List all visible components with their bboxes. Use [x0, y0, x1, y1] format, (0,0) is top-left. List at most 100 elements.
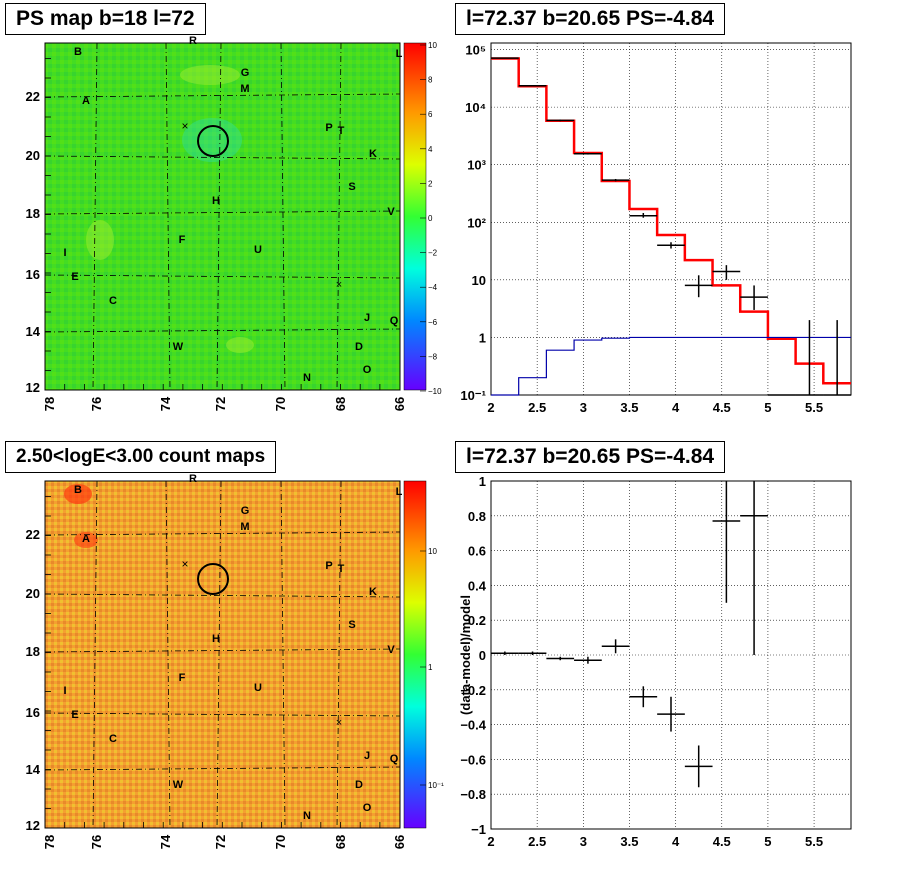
- grid-line-parallel: [44, 328, 401, 333]
- y-tick-label: 12: [26, 818, 40, 833]
- grid-line-meridian: [280, 480, 286, 829]
- source-label-e: E: [71, 709, 78, 721]
- ps-map-hotspot: [226, 337, 254, 353]
- source-label-e: E: [71, 271, 78, 283]
- spectrum-y-tick-label: 1: [479, 330, 486, 345]
- target-circle: [197, 563, 229, 595]
- x-tick-label: 72: [213, 397, 228, 411]
- source-label-l: L: [396, 486, 403, 498]
- count-map-background: [45, 481, 400, 828]
- grid-line-meridian: [165, 42, 171, 391]
- grid-line-parallel: [44, 531, 401, 536]
- source-label-f: F: [179, 234, 186, 246]
- residual-y-tick-label: −0.6: [460, 752, 486, 767]
- y-tick-label: 14: [26, 324, 41, 339]
- source-label-k: K: [369, 586, 377, 598]
- colorbar-1-label: −8: [428, 352, 438, 361]
- source-label-n: N: [303, 810, 311, 822]
- x-tick-label: 78: [42, 835, 57, 849]
- source-label-f: F: [179, 672, 186, 684]
- residual-y-tick-label: −1: [471, 822, 486, 837]
- source-label-w: W: [173, 341, 184, 353]
- count-map-hotspot: [74, 532, 98, 548]
- y-tick-label: 22: [26, 527, 40, 542]
- ps-map-background: [45, 43, 400, 390]
- count-map-hotspot: [64, 484, 92, 504]
- y-tick-label: 16: [26, 705, 40, 720]
- colorbar-2-label: 1: [428, 663, 433, 672]
- spectrum-y-tick-label: 10³: [467, 158, 486, 173]
- spectrum-x-tick-label: 2: [487, 400, 494, 415]
- grid-line-parallel: [44, 210, 401, 215]
- source-marker-x: ×: [181, 557, 188, 571]
- colorbar-1-label: 8: [428, 76, 433, 85]
- source-label-k: K: [369, 148, 377, 160]
- target-circle: [197, 125, 229, 157]
- colorbar-1-label: −6: [428, 318, 438, 327]
- count-map-panel: [44, 480, 401, 829]
- grid-line-meridian: [216, 480, 222, 829]
- y-tick-label: 18: [26, 206, 40, 221]
- y-tick-label: 20: [26, 586, 40, 601]
- y-tick-label: 22: [26, 89, 40, 104]
- grid-line-parallel: [44, 274, 401, 279]
- residual-y-tick-label: 0.6: [468, 544, 486, 559]
- residual-x-tick-label: 2.5: [528, 834, 546, 849]
- spectrum-y-tick-label: 10: [472, 273, 486, 288]
- source-label-j: J: [364, 312, 370, 324]
- residual-y-tick-label: −0.2: [460, 683, 486, 698]
- source-label-q: Q: [390, 315, 399, 327]
- source-label-a: A: [82, 95, 90, 107]
- colorbar-1-labels: 10 8 6 4 2 0 −2 −4 −6 −8 −10: [420, 41, 442, 396]
- background-histogram: [491, 336, 851, 396]
- colorbar-1-label: 4: [428, 145, 433, 154]
- ps-map-hotspot: [180, 65, 240, 85]
- colorbar-2-label: 10: [428, 547, 437, 556]
- source-label-j: J: [364, 750, 370, 762]
- map2-title: 2.50<logE<3.00 count maps: [5, 441, 277, 473]
- x-tick-label: 72: [213, 835, 228, 849]
- residual-x-tick-label: 2: [487, 834, 494, 849]
- spectrum-y-tick-label: 10²: [467, 215, 486, 230]
- grid-line-parallel: [44, 93, 401, 98]
- source-marker-x: ×: [336, 717, 342, 729]
- colorbar-1-label: 2: [428, 179, 433, 188]
- source-label-g: G: [241, 505, 250, 517]
- source-label-a: A: [82, 533, 90, 545]
- source-label-u: U: [254, 682, 262, 694]
- source-label-n: N: [303, 372, 311, 384]
- residual-y-tick-label: 0: [479, 648, 486, 663]
- x-tick-label: 74: [158, 396, 173, 411]
- residual-x-tick-label: 3: [580, 834, 587, 849]
- source-label-o: O: [363, 802, 372, 814]
- colorbar-2: [403, 480, 427, 829]
- colorbar-1-label: 10: [428, 41, 437, 50]
- colorbar-1-gradient: [403, 42, 427, 391]
- y-tick-label: 14: [26, 762, 41, 777]
- colorbar-2-label: 10⁻¹: [428, 781, 444, 790]
- x-tick-label: 74: [158, 834, 173, 849]
- source-marker-x: ×: [336, 279, 342, 291]
- source-label-r: R: [189, 35, 197, 47]
- residual-panel: 2 2.5 3 3.5 4 4.5 5 5.5 −1 −0.8 −0.6 −0.4 −0.2 0 0.2 0.…: [458, 474, 852, 849]
- residual-title: l=72.37 b=20.65 PS=-4.84: [455, 441, 726, 473]
- source-label-w: W: [173, 779, 184, 791]
- spectrum-y-tick-label: 10⁵: [465, 43, 486, 58]
- source-label-v: V: [387, 206, 395, 218]
- y-tick-label: 12: [26, 380, 40, 395]
- spectrum-panel: 2 2.5 3 3.5 4 4.5 5 5.5 10⁻¹ 1 10 10² 10³ 10⁴ 10⁵: [460, 42, 852, 415]
- colorbar-1-label: −4: [428, 283, 438, 292]
- x-tick-label: 78: [42, 397, 57, 411]
- residual-x-tick-label: 4.5: [713, 834, 731, 849]
- spectrum-title: l=72.37 b=20.65 PS=-4.84: [455, 3, 726, 35]
- grid-line-meridian: [92, 42, 98, 391]
- source-label-g: G: [241, 67, 250, 79]
- residual-y-tick-label: 1: [479, 474, 486, 489]
- source-label-i: I: [63, 247, 66, 259]
- source-label-r: R: [189, 473, 197, 485]
- source-label-l: L: [396, 48, 403, 60]
- spectrum-x-tick-label: 5: [764, 400, 771, 415]
- source-label-v: V: [387, 644, 395, 656]
